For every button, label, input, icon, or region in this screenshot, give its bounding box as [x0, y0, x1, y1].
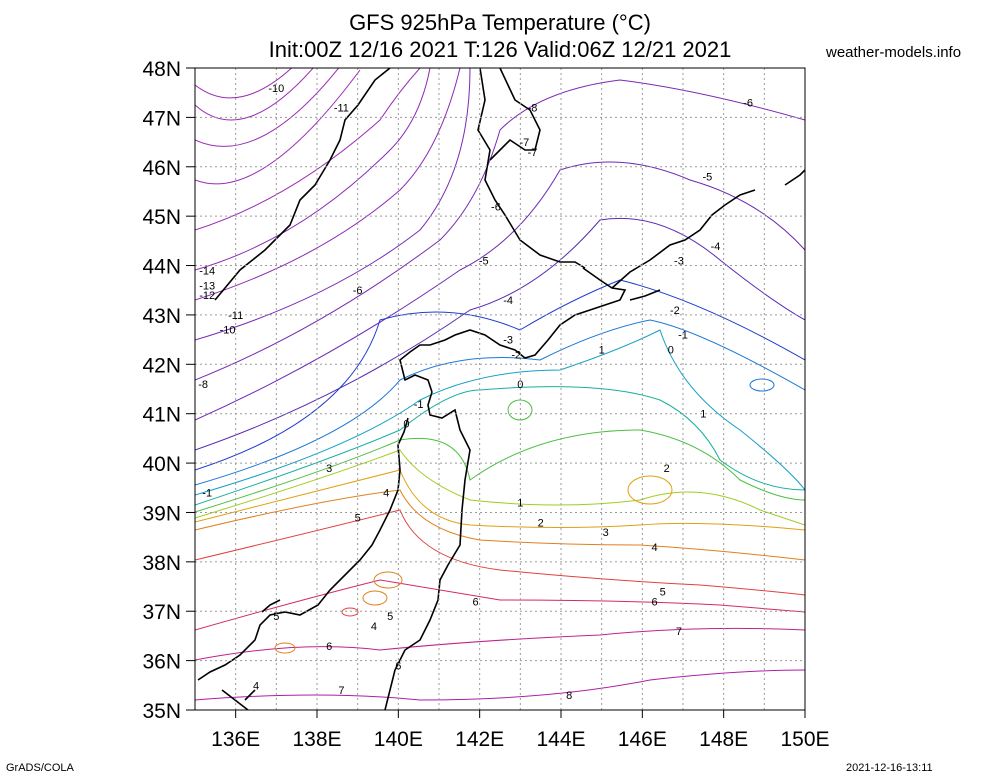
contour-value-label: -10: [220, 325, 236, 337]
timestamp-label: 2021-12-16-13:11: [846, 762, 933, 774]
map-title-line1: GFS 925hPa Temperature (°C): [349, 10, 651, 35]
contour-value-label: 8: [566, 690, 572, 702]
lat-tick-label: 42N: [142, 354, 181, 377]
lat-tick-label: 43N: [142, 305, 181, 328]
contour-value-label: 0: [403, 419, 409, 431]
contour-value-label: -10: [268, 83, 284, 95]
contour-value-label: 5: [660, 586, 666, 598]
contour-value-label: -6: [743, 98, 753, 110]
map-title-line2: Init:00Z 12/16 2021 T:126 Valid:06Z 12/2…: [268, 37, 732, 62]
contour-value-label: 5: [387, 611, 393, 623]
lat-tick-label: 37N: [142, 601, 181, 624]
lat-tick-label: 36N: [142, 651, 181, 674]
lat-tick-label: 38N: [142, 552, 181, 575]
contour-value-label: 2: [664, 463, 670, 475]
contour-value-label: -3: [674, 256, 684, 268]
contour-value-label: -11: [228, 310, 243, 322]
contour-value-label: 6: [395, 661, 401, 673]
lat-axis: 48N 47N 46N 45N 44N 43N 42N 41N 40N 39N 38N 37N 36N 3…: [142, 58, 195, 723]
contour-value-label: -6: [491, 201, 501, 213]
contour-value-label: -2: [511, 349, 521, 361]
lat-tick-label: 45N: [142, 206, 181, 229]
lat-tick-label: 40N: [142, 453, 181, 476]
lon-tick-label: 142E: [455, 728, 504, 751]
contour-value-label: 3: [603, 527, 609, 539]
contour-value-label: -2: [670, 305, 680, 317]
contour-value-label: 0: [668, 344, 674, 356]
contour-value-label: 7: [676, 626, 682, 638]
contour-value-label: 4: [371, 621, 377, 633]
contour-value-label: -12: [199, 290, 215, 302]
contour-value-label: -7: [520, 137, 530, 149]
lat-tick-label: 46N: [142, 157, 181, 180]
contour-value-label: -6: [353, 285, 363, 297]
contour-value-label: -4: [503, 295, 513, 307]
lat-tick-label: 39N: [142, 502, 181, 525]
contour-labels: -10-11 -8 -6-7-7-5-6-4-3-5-14-13-12 -6-4-11…: [198, 83, 753, 702]
lon-tick-label: 136E: [211, 728, 260, 751]
contour-value-label: -11: [334, 103, 349, 115]
contour-value-label: -1: [678, 330, 688, 342]
contour-value-label: 1: [700, 409, 706, 421]
lon-tick-label: 146E: [618, 728, 667, 751]
contour-value-label: 0: [517, 379, 523, 391]
contour-value-label: 6: [326, 641, 332, 653]
lat-tick-label: 41N: [142, 404, 181, 427]
contour-value-label: -13: [199, 280, 215, 292]
lat-tick-label: 48N: [142, 58, 181, 81]
contour-value-label: 1: [517, 498, 523, 510]
contour-value-label: -8: [528, 103, 538, 115]
credit-label: GrADS/COLA: [6, 762, 74, 774]
contour-value-label: -14: [199, 265, 215, 277]
contour-value-label: 5: [355, 512, 361, 524]
contour-value-label: -7: [528, 147, 538, 159]
contour-value-label: 2: [538, 517, 544, 529]
lon-tick-label: 144E: [536, 728, 585, 751]
brand-label: weather-models.info: [826, 44, 962, 61]
contour-value-label: -3: [503, 335, 513, 347]
contour-value-label: 3: [326, 463, 332, 475]
lon-axis: 136E 138E 140E 142E 144E 146E 148E 150E: [211, 710, 830, 751]
contour-value-label: 7: [338, 685, 344, 697]
coastline: [197, 68, 805, 710]
contour-value-label: -5: [703, 172, 713, 184]
plot-frame: [194, 67, 806, 711]
lat-tick-label: 44N: [142, 256, 181, 279]
contour-lines: [195, 68, 805, 701]
contour-value-label: 5: [273, 611, 279, 623]
contour-value-label: 1: [599, 344, 605, 356]
contour-value-label: -1: [202, 488, 212, 500]
contour-value-label: 4: [651, 542, 657, 554]
contour-value-label: 6: [473, 596, 479, 608]
contour-value-label: 6: [651, 596, 657, 608]
contour-value-label: -5: [479, 256, 489, 268]
contour-value-label: -1: [414, 399, 424, 411]
lat-tick-label: 47N: [142, 107, 181, 130]
grid-lines: [195, 68, 805, 710]
contour-value-label: -4: [711, 241, 721, 253]
contour-value-label: -8: [198, 379, 208, 391]
lon-tick-label: 150E: [780, 728, 829, 751]
lat-tick-label: 35N: [142, 700, 181, 723]
lon-tick-label: 140E: [374, 728, 423, 751]
lon-tick-label: 138E: [292, 728, 341, 751]
contour-value-label: 4: [253, 680, 259, 692]
lon-tick-label: 148E: [699, 728, 748, 751]
contour-value-label: 4: [383, 488, 389, 500]
